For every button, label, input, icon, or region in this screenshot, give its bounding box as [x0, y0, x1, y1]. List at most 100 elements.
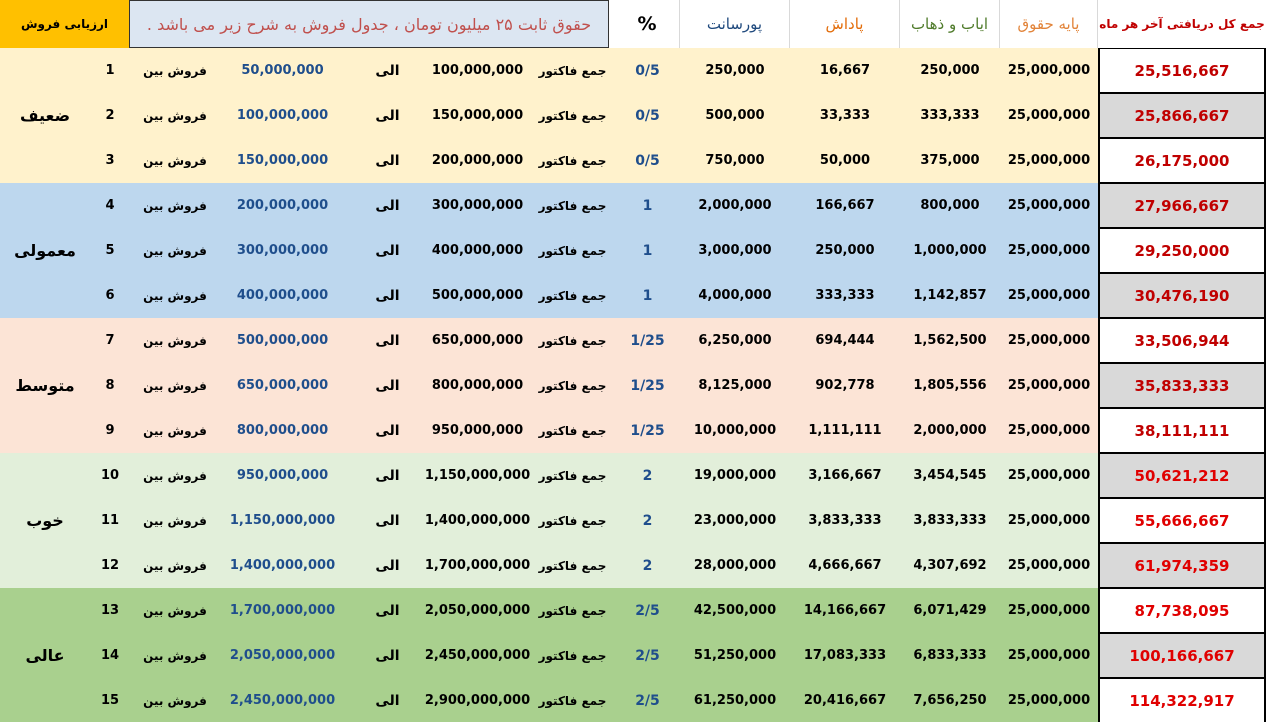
to-label[interactable]: الی [375, 152, 400, 169]
commission-value[interactable]: 61,250,000 [693, 693, 777, 708]
bonus-value[interactable]: 14,166,667 [803, 603, 887, 618]
invoice-total-label[interactable]: جمع فاکتور [538, 333, 607, 348]
range-to-value[interactable]: 500,000,000 [431, 288, 524, 303]
bonus-value[interactable]: 1,111,111 [808, 423, 882, 438]
range-to-value[interactable]: 150,000,000 [431, 108, 524, 123]
base-salary-value[interactable]: 25,000,000 [1007, 243, 1091, 258]
to-label[interactable]: الی [375, 197, 400, 214]
header-percent[interactable]: % [615, 0, 680, 48]
commission-value[interactable]: 51,250,000 [693, 648, 777, 663]
base-salary-value[interactable]: 25,000,000 [1007, 468, 1091, 483]
invoice-total-label[interactable]: جمع فاکتور [538, 513, 607, 528]
bonus-value[interactable]: 694,444 [815, 333, 875, 348]
to-label[interactable]: الی [375, 377, 400, 394]
header-bonus[interactable]: پاداش [790, 0, 900, 48]
monthly-total-value[interactable]: 87,738,095 [1098, 588, 1266, 633]
row-number[interactable]: 13 [100, 603, 120, 618]
base-salary-value[interactable]: 25,000,000 [1007, 108, 1091, 123]
row-number[interactable]: 11 [100, 513, 120, 528]
percent-value[interactable]: 1/25 [630, 332, 665, 349]
to-label[interactable]: الی [375, 647, 400, 664]
bonus-value[interactable]: 333,333 [815, 288, 875, 303]
commission-value[interactable]: 10,000,000 [693, 423, 777, 438]
percent-value[interactable]: 2/5 [635, 692, 660, 709]
invoice-total-label[interactable]: جمع فاکتور [538, 243, 607, 258]
percent-value[interactable]: 2 [642, 512, 653, 529]
commute-value[interactable]: 7,656,250 [913, 693, 987, 708]
range-to-value[interactable]: 400,000,000 [431, 243, 524, 258]
base-salary-value[interactable]: 25,000,000 [1007, 423, 1091, 438]
row-number[interactable]: 15 [100, 693, 120, 708]
range-from-value[interactable]: 300,000,000 [236, 243, 329, 258]
commute-value[interactable]: 4,307,692 [913, 558, 987, 573]
monthly-total-value[interactable]: 33,506,944 [1098, 318, 1266, 363]
base-salary-value[interactable]: 25,000,000 [1007, 288, 1091, 303]
base-salary-value[interactable]: 25,000,000 [1007, 378, 1091, 393]
commission-value[interactable]: 3,000,000 [698, 243, 772, 258]
sales-between-label[interactable]: فروش بین [143, 63, 207, 78]
percent-value[interactable]: 0/5 [635, 107, 660, 124]
percent-value[interactable]: 1 [642, 242, 653, 259]
commute-value[interactable]: 3,833,333 [913, 513, 987, 528]
invoice-total-label[interactable]: جمع فاکتور [538, 198, 607, 213]
to-label[interactable]: الی [375, 332, 400, 349]
range-to-value[interactable]: 100,000,000 [431, 63, 524, 78]
sales-between-label[interactable]: فروش بین [143, 378, 207, 393]
commute-value[interactable]: 2,000,000 [913, 423, 987, 438]
range-to-value[interactable]: 1,400,000,000 [424, 513, 531, 528]
range-to-value[interactable]: 800,000,000 [431, 378, 524, 393]
header-sales-rating[interactable]: ارزیابی فروش [0, 0, 129, 48]
invoice-total-label[interactable]: جمع فاکتور [538, 423, 607, 438]
commute-value[interactable]: 800,000 [920, 198, 980, 213]
base-salary-value[interactable]: 25,000,000 [1007, 648, 1091, 663]
commute-value[interactable]: 1,142,857 [913, 288, 987, 303]
to-label[interactable]: الی [375, 692, 400, 709]
percent-value[interactable]: 1/25 [630, 422, 665, 439]
monthly-total-value[interactable]: 100,166,667 [1098, 633, 1266, 678]
to-label[interactable]: الی [375, 602, 400, 619]
bonus-value[interactable]: 33,333 [819, 108, 871, 123]
range-to-value[interactable]: 950,000,000 [431, 423, 524, 438]
to-label[interactable]: الی [375, 62, 400, 79]
commission-value[interactable]: 4,000,000 [698, 288, 772, 303]
monthly-total-value[interactable]: 38,111,111 [1098, 408, 1266, 453]
sales-between-label[interactable]: فروش بین [143, 513, 207, 528]
range-to-value[interactable]: 2,900,000,000 [424, 693, 531, 708]
row-number[interactable]: 9 [105, 423, 115, 438]
row-number[interactable]: 4 [105, 198, 115, 213]
commute-value[interactable]: 1,805,556 [913, 378, 987, 393]
bonus-value[interactable]: 4,666,667 [808, 558, 882, 573]
sales-between-label[interactable]: فروش بین [143, 603, 207, 618]
monthly-total-value[interactable]: 30,476,190 [1098, 273, 1266, 318]
row-number[interactable]: 12 [100, 558, 120, 573]
to-label[interactable]: الی [375, 422, 400, 439]
header-commission[interactable]: پورسانت [680, 0, 790, 48]
bonus-value[interactable]: 50,000 [819, 153, 871, 168]
to-label[interactable]: الی [375, 467, 400, 484]
bonus-value[interactable]: 250,000 [815, 243, 875, 258]
sales-between-label[interactable]: فروش بین [143, 108, 207, 123]
range-from-value[interactable]: 800,000,000 [236, 423, 329, 438]
header-monthly-total[interactable]: جمع کل دریافتی آخر هر ماه [1099, 17, 1265, 31]
header-base-salary[interactable]: پایه حقوق [1000, 0, 1098, 48]
commission-value[interactable]: 750,000 [705, 153, 765, 168]
range-from-value[interactable]: 200,000,000 [236, 198, 329, 213]
base-salary-value[interactable]: 25,000,000 [1007, 333, 1091, 348]
commission-value[interactable]: 250,000 [705, 63, 765, 78]
row-number[interactable]: 14 [100, 648, 120, 663]
range-from-value[interactable]: 1,700,000,000 [229, 603, 336, 618]
to-label[interactable]: الی [375, 512, 400, 529]
row-number[interactable]: 8 [105, 378, 115, 393]
invoice-total-label[interactable]: جمع فاکتور [538, 648, 607, 663]
range-from-value[interactable]: 1,150,000,000 [229, 513, 336, 528]
commission-value[interactable]: 23,000,000 [693, 513, 777, 528]
monthly-total-value[interactable]: 25,866,667 [1098, 93, 1266, 138]
monthly-total-value[interactable]: 29,250,000 [1098, 228, 1266, 273]
group-label-normal[interactable]: معمولی [14, 241, 76, 260]
percent-value[interactable]: 1/25 [630, 377, 665, 394]
invoice-total-label[interactable]: جمع فاکتور [538, 693, 607, 708]
sales-between-label[interactable]: فروش بین [143, 153, 207, 168]
row-number[interactable]: 6 [105, 288, 115, 303]
to-label[interactable]: الی [375, 557, 400, 574]
range-from-value[interactable]: 50,000,000 [241, 63, 324, 78]
